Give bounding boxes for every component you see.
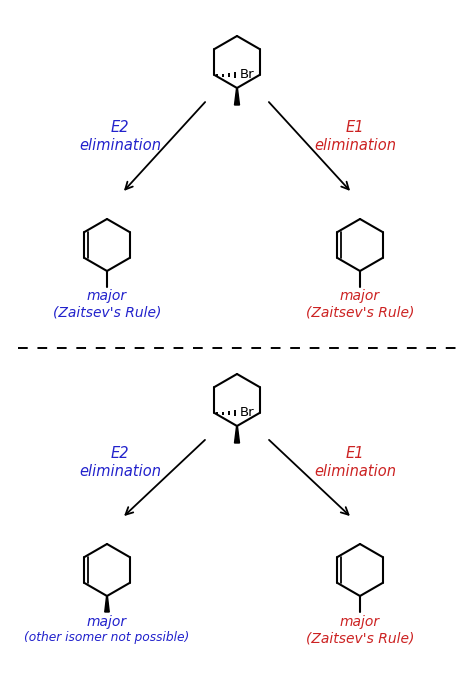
Polygon shape <box>235 88 239 105</box>
Text: Br: Br <box>239 68 254 81</box>
Text: (Zaitsev's Rule): (Zaitsev's Rule) <box>53 305 161 319</box>
Text: major: major <box>340 615 380 629</box>
Text: elimination: elimination <box>79 137 161 152</box>
Text: major: major <box>340 289 380 303</box>
Text: E1: E1 <box>346 119 364 135</box>
Text: (Zaitsev's Rule): (Zaitsev's Rule) <box>306 305 414 319</box>
Polygon shape <box>235 426 239 443</box>
Text: E2: E2 <box>111 119 129 135</box>
Text: elimination: elimination <box>314 464 396 480</box>
Text: elimination: elimination <box>314 137 396 152</box>
Text: E2: E2 <box>111 446 129 462</box>
Polygon shape <box>105 596 109 612</box>
Text: major: major <box>87 615 127 629</box>
Text: major: major <box>87 289 127 303</box>
Text: E1: E1 <box>346 446 364 462</box>
Text: (Zaitsev's Rule): (Zaitsev's Rule) <box>306 631 414 645</box>
Text: (other isomer not possible): (other isomer not possible) <box>24 631 190 644</box>
Text: elimination: elimination <box>79 464 161 480</box>
Text: Br: Br <box>239 406 254 420</box>
